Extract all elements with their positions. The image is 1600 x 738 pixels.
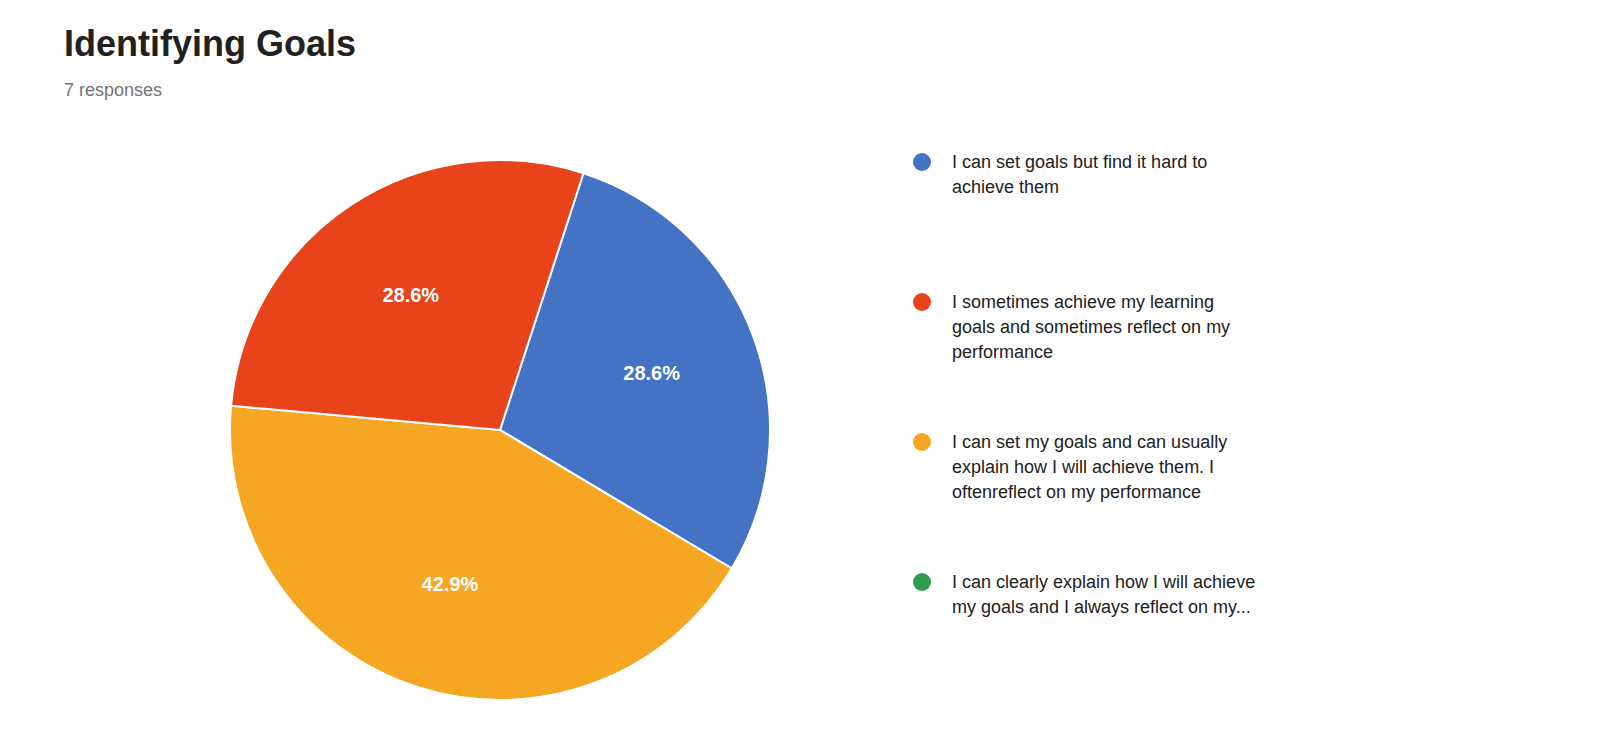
slice: [230, 406, 732, 700]
data-label: 28.6%: [623, 362, 680, 384]
pie: 28.6% 42.9% 28.6%: [230, 160, 770, 700]
title: Identifying Goals: [64, 23, 356, 64]
data-label: 42.9%: [422, 573, 479, 595]
legend-label-line: my goals and I always reflect on my...: [952, 597, 1251, 617]
legend-label: I can set my goals and can usually explai…: [952, 432, 1227, 502]
legend-label-line: goals and sometimes reflect on my: [952, 317, 1230, 337]
data-label: 28.6%: [382, 284, 439, 306]
legend-label: I sometimes achieve my learning goals and…: [952, 292, 1230, 362]
legend-label: I can set goals but find it hard to achie…: [952, 152, 1207, 197]
legend-marker: [913, 293, 931, 311]
legend-label-line: oftenreflect on my performance: [952, 482, 1201, 502]
legend-label-line: achieve them: [952, 177, 1059, 197]
chart: Identifying Goals7 responses28.6%42.9%28…: [0, 0, 1600, 738]
legend-label-line: explain how I will achieve them. I: [952, 457, 1214, 477]
legend-label-line: I sometimes achieve my learning: [952, 292, 1214, 312]
legend-label-line: I can set my goals and can usually: [952, 432, 1227, 452]
legend-marker: [913, 573, 931, 591]
legend-label-line: I can clearly explain how I will achieve: [952, 572, 1255, 592]
legend-marker: [913, 153, 931, 171]
legend-label-line: I can set goals but find it hard to: [952, 152, 1207, 172]
legend: I can set goals but find it hard to achie…: [913, 152, 1255, 617]
legend-label: I can clearly explain how I will achieve…: [952, 572, 1255, 617]
slice: [231, 160, 583, 430]
legend-marker: [913, 433, 931, 451]
legend-label-line: performance: [952, 342, 1053, 362]
subtitle: 7 responses: [64, 80, 162, 100]
